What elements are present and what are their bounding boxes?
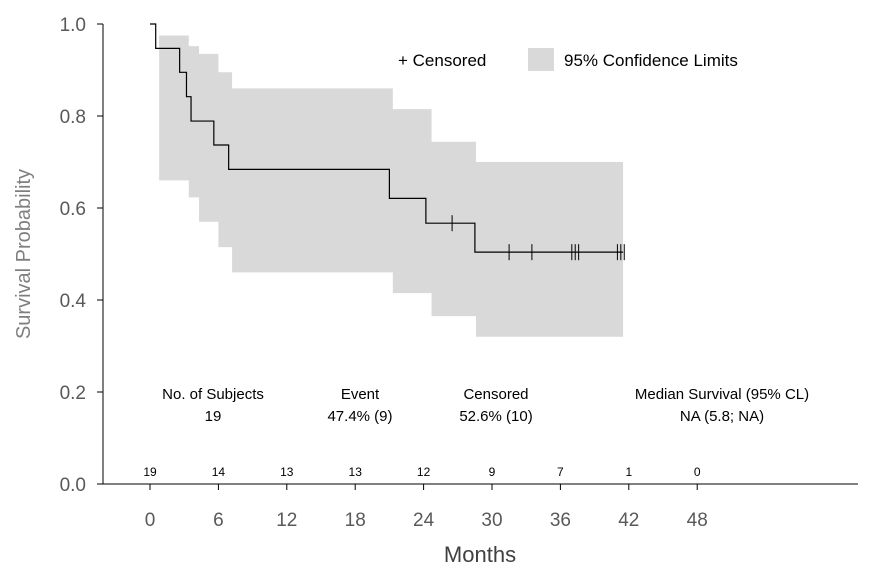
- x-tick-label: 12: [276, 510, 297, 531]
- legend-censored-label: + Censored: [398, 51, 486, 70]
- summary-value: 52.6% (10): [459, 408, 532, 425]
- y-tick-label: 0.4: [60, 291, 87, 312]
- summary-header: No. of Subjects: [162, 386, 264, 403]
- y-axis-label: Survival Probability: [13, 169, 35, 339]
- legend-ci-swatch: [528, 48, 554, 71]
- x-tick-label: 18: [345, 510, 366, 531]
- at-risk-count: 14: [212, 465, 226, 479]
- at-risk-count: 7: [557, 465, 564, 479]
- at-risk-count: 0: [694, 465, 701, 479]
- summary-header: Censored: [463, 386, 528, 403]
- at-risk-count: 12: [417, 465, 431, 479]
- x-axis-label: Months: [444, 542, 516, 567]
- at-risk-count: 9: [489, 465, 496, 479]
- x-tick-label: 42: [618, 510, 639, 531]
- y-tick-label: 0.6: [60, 199, 86, 220]
- x-tick-label: 36: [550, 510, 571, 531]
- x-tick-label: 30: [481, 510, 502, 531]
- legend: + Censored 95% Confidence Limits: [398, 48, 738, 71]
- summary-value: 47.4% (9): [327, 408, 392, 425]
- summary-header: Median Survival (95% CL): [635, 386, 809, 403]
- legend-ci-label: 95% Confidence Limits: [564, 51, 738, 70]
- summary-table: No. of Subjects 19 Event 47.4% (9) Censored 5…: [162, 386, 809, 425]
- x-tick-label: 0: [145, 510, 156, 531]
- axes-layer: [102, 24, 858, 485]
- y-tick-label: 0.2: [60, 383, 86, 404]
- summary-header: Event: [341, 386, 380, 403]
- x-tick-label: 48: [687, 510, 708, 531]
- at-risk-count: 13: [349, 465, 363, 479]
- summary-value: NA (5.8; NA): [680, 408, 764, 425]
- y-tick-label: 0.0: [60, 475, 86, 496]
- label-layer: Survival Probability Months: [13, 169, 516, 567]
- at-risk-count: 1: [625, 465, 632, 479]
- at-risk-row: 19 14 13 13 12 9 7 1 0: [143, 465, 701, 479]
- y-tick-label: 0.8: [60, 107, 86, 128]
- y-tick-label: 1.0: [60, 15, 86, 36]
- tick-layer: 0.0 0.2 0.4 0.6 0.8 1.0 0 6 12 18 24 30 36 42 48: [60, 15, 708, 531]
- x-tick-label: 6: [213, 510, 224, 531]
- at-risk-count: 13: [280, 465, 294, 479]
- summary-value: 19: [205, 408, 222, 425]
- survival-curve-line: [150, 23, 624, 253]
- x-tick-label: 24: [413, 510, 435, 531]
- at-risk-count: 19: [143, 465, 157, 479]
- survival-curve-layer: [150, 23, 625, 261]
